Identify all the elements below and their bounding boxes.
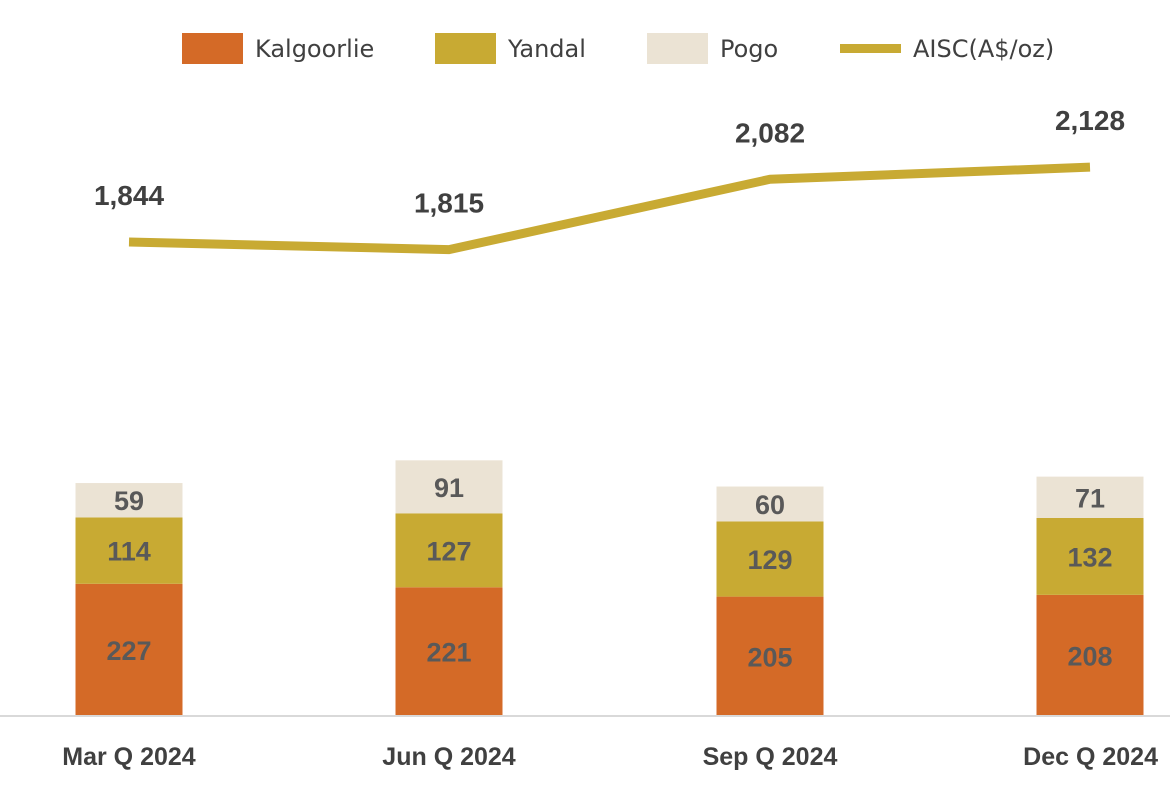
bar-yandal [395, 513, 503, 588]
aisc-value-label: 1,844 [94, 180, 164, 211]
bar-pogo [716, 486, 824, 522]
x-tick-label: Sep Q 2024 [703, 743, 838, 771]
aisc-value-label: 2,082 [735, 117, 805, 148]
bar-value-label: 132 [1067, 542, 1112, 572]
bar-kalgoorlie [716, 596, 824, 716]
bar-value-label: 221 [426, 638, 471, 668]
bar-kalgoorlie [75, 583, 183, 716]
x-tick-label: Jun Q 2024 [382, 743, 515, 771]
bar-value-label: 114 [107, 537, 151, 567]
legend-item-yandal: Yandal [435, 33, 586, 64]
legend-label: Yandal [507, 35, 586, 63]
legend-swatch-kalgoorlie [182, 33, 243, 64]
bar-yandal [716, 521, 824, 597]
bar-value-label: 205 [747, 642, 792, 672]
legend-swatch-line [840, 44, 901, 53]
legend-swatch-pogo [647, 33, 708, 64]
x-tick-label: Mar Q 2024 [62, 743, 196, 771]
bar-value-label: 227 [106, 636, 151, 666]
aisc-value-label: 2,128 [1055, 105, 1125, 136]
legend-label: Kalgoorlie [255, 35, 374, 63]
bar-stack-dec-q-2024: 208 132 71 [1036, 476, 1144, 716]
bar-yandal [1036, 517, 1144, 595]
bar-value-label: 208 [1067, 641, 1112, 671]
bar-value-label: 60 [755, 490, 785, 520]
bar-pogo [1036, 476, 1144, 518]
aisc-line [128, 162, 1091, 255]
bar-value-label: 71 [1075, 483, 1105, 513]
bar-value-label: 59 [114, 486, 144, 516]
aisc-line-layer: 1,844 1,815 2,082 2,128 [94, 105, 1125, 255]
legend-item-kalgoorlie: Kalgoorlie [182, 33, 374, 64]
aisc-value-label: 1,815 [414, 188, 484, 219]
bar-stack-sep-q-2024: 205 129 60 [716, 486, 824, 716]
bar-value-label: 91 [434, 473, 464, 503]
legend-item-pogo: Pogo [647, 33, 778, 64]
bar-pogo [75, 483, 183, 518]
legend-item-aisc-a-oz: AISC(A$/oz) [840, 35, 1054, 63]
bar-stack-mar-q-2024: 227 114 59 [75, 483, 183, 716]
bar-stack-jun-q-2024: 221 127 91 [395, 460, 503, 716]
legend: Kalgoorlie Yandal Pogo AISC(A$/oz) [182, 33, 1054, 64]
bar-kalgoorlie [1036, 594, 1144, 716]
legend-swatch-yandal [435, 33, 496, 64]
bar-yandal [75, 517, 183, 584]
x-tick-label: Dec Q 2024 [1023, 743, 1158, 771]
legend-label: Pogo [720, 35, 778, 63]
bar-area: 227 114 59 221 127 91 205 129 60 208 132 71 [75, 460, 1144, 716]
x-axis-ticks: Mar Q 2024 Jun Q 2024 Sep Q 2024 Dec Q 2024 [62, 743, 1158, 771]
bar-value-label: 129 [747, 545, 792, 575]
bar-pogo [395, 460, 503, 514]
bar-value-label: 127 [426, 536, 471, 566]
bar-kalgoorlie [395, 587, 503, 716]
legend-label: AISC(A$/oz) [913, 35, 1054, 63]
